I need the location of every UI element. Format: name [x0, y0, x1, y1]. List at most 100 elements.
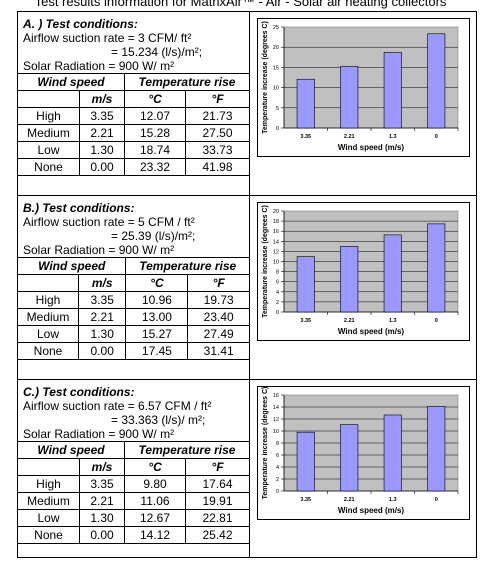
- temp-c-value: 15.27: [125, 325, 189, 343]
- bar: [427, 405, 446, 492]
- table-row: None 0.00 14.12 25.42: [18, 526, 249, 544]
- y-axis-label: Temperature increase (degrees C): [262, 387, 269, 499]
- table-row: Medium 2.21 13.00 23.40: [18, 308, 249, 326]
- table-row: Low 1.30 18.74 33.73: [18, 141, 249, 159]
- empty-cell: [18, 90, 80, 108]
- y-axis-label: Temperature increase (degrees C): [262, 205, 269, 318]
- bar: [383, 51, 402, 129]
- section-row: B.) Test conditions: Airflow suction rate…: [17, 195, 477, 380]
- wind-temperature-table: Wind speed Temperature rise m/s °C °F High 3.3…: [18, 73, 249, 176]
- bar-chart: 0 2 4 6 8 10 12 14 16 18 20 3.35 2.21 1.3 0 Wind speed …: [262, 205, 459, 336]
- x-tick-label: 2.21: [344, 318, 355, 324]
- test-conditions: B.) Test conditions: Airflow suction rate…: [18, 196, 249, 257]
- table-row: High 3.35 9.80 17.64: [18, 475, 249, 493]
- bar: [383, 414, 402, 492]
- table-units-row: m/s °C °F: [18, 90, 249, 108]
- y-tick-label: 0: [276, 489, 279, 495]
- x-tick-label: 3.35: [300, 318, 311, 324]
- table-row: Low 1.30 12.67 22.81: [18, 509, 249, 527]
- chart-cell: 0 2 4 6 8 10 12 14 16 3.35 2.21 1.3 0 Wind speed (m/s…: [249, 379, 477, 558]
- y-tick-label: 8: [276, 441, 279, 447]
- table-header-row: Wind speed Temperature rise: [18, 441, 249, 459]
- section-heading: C.) Test conditions:: [23, 385, 135, 399]
- y-tick-label: 10: [273, 86, 279, 92]
- test-conditions-cell: A. ) Test conditions: Airflow suction rat…: [17, 11, 250, 196]
- y-tick-label: 4: [276, 465, 279, 471]
- bar-chart: 0 5 10 15 20 25 3.35 2.21 1.3 0 Wind speed (m/s) Te…: [262, 21, 459, 152]
- section-heading: B.) Test conditions:: [23, 201, 135, 215]
- wind-speed-value: 2.21: [79, 492, 125, 510]
- y-tick-label: 12: [273, 417, 279, 423]
- y-tick-label: 2: [276, 477, 279, 483]
- wind-speed-value: 0.00: [79, 526, 125, 544]
- wind-speed-value: 2.21: [77, 308, 127, 326]
- wind-temperature-table: Wind speed Temperature rise m/s °C °F High 3.3…: [18, 441, 249, 544]
- wind-level: None: [18, 158, 80, 176]
- unit-fahrenheit: °F: [187, 274, 249, 292]
- chart-cell: 0 2 4 6 8 10 12 14 16 18 20 3.35 2.21 1.3 0 Wind speed …: [249, 195, 477, 380]
- wind-speed-header: Wind speed: [18, 257, 127, 275]
- table-row: High 3.35 12.07 21.73: [18, 107, 249, 125]
- wind-level: None: [18, 526, 80, 544]
- wind-level: None: [18, 342, 79, 360]
- temp-f-value: 25.42: [185, 526, 249, 544]
- y-tick-label: 5: [276, 106, 279, 112]
- chart-frame: 0 2 4 6 8 10 12 14 16 3.35 2.21 1.3 0 Wind speed (m/s…: [257, 386, 470, 520]
- y-axis-label: Temperature increase (degrees C): [262, 21, 269, 134]
- chart-frame: 0 2 4 6 8 10 12 14 16 18 20 3.35 2.21 1.3 0 Wind speed …: [257, 202, 470, 341]
- test-conditions: C.) Test conditions: Airflow suction rate…: [18, 380, 249, 441]
- wind-temperature-table: Wind speed Temperature rise m/s °C °F High 3.3…: [18, 257, 249, 360]
- section-row: C.) Test conditions: Airflow suction rate…: [17, 379, 477, 558]
- temp-f-value: 27.49: [187, 325, 249, 343]
- airflow-line: Airflow suction rate = 6.57 CFM / ft²: [23, 399, 212, 413]
- temp-f-value: 22.81: [185, 509, 249, 527]
- y-tick-label: 0: [276, 126, 279, 132]
- solar-radiation: Solar Radiation = 900 W/ m²: [23, 427, 175, 441]
- airflow-metric-line: = 25.39 (l/s)/m²;: [111, 229, 196, 243]
- temp-c-value: 14.12: [124, 526, 186, 544]
- bar: [296, 78, 315, 129]
- temp-f-value: 41.98: [185, 158, 249, 176]
- x-axis-label: Wind speed (m/s): [338, 506, 404, 515]
- x-axis-label: Wind speed (m/s): [338, 143, 404, 152]
- table-row: Medium 2.21 11.06 19.91: [18, 492, 249, 510]
- wind-speed-header: Wind speed: [18, 441, 125, 459]
- wind-speed-value: 1.30: [79, 509, 125, 527]
- wind-level: Low: [18, 509, 80, 527]
- wind-speed-value: 1.30: [79, 141, 125, 159]
- page-title: Test results information for MatrixAir™ …: [34, 0, 447, 9]
- unit-celsius: °C: [125, 274, 189, 292]
- y-tick-label: 18: [273, 219, 279, 225]
- x-tick-label: 1.3: [389, 318, 397, 324]
- y-tick-label: 14: [273, 405, 279, 411]
- empty-cell: [18, 274, 79, 292]
- bar: [296, 256, 315, 313]
- y-tick-label: 20: [273, 45, 279, 51]
- airflow-line: Airflow suction rate = 3 CFM/ ft²: [23, 31, 192, 45]
- table-row: None 0.00 23.32 41.98: [18, 158, 249, 176]
- wind-speed-value: 3.35: [77, 291, 127, 309]
- table-units-row: m/s °C °F: [18, 274, 249, 292]
- temp-f-value: 23.40: [187, 308, 249, 326]
- y-tick-label: 15: [273, 65, 279, 71]
- unit-fahrenheit: °F: [185, 458, 249, 476]
- y-tick-label: 16: [273, 393, 279, 399]
- wind-level: Low: [18, 325, 79, 343]
- y-tick-label: 6: [276, 453, 279, 459]
- y-tick-label: 12: [273, 249, 279, 255]
- x-tick-label: 0: [435, 497, 438, 503]
- table-row: Medium 2.21 15.28 27.50: [18, 124, 249, 142]
- y-tick-label: 10: [273, 429, 279, 435]
- results-table: A. ) Test conditions: Airflow suction rat…: [17, 11, 477, 558]
- table-row: Low 1.30 15.27 27.49: [18, 325, 249, 343]
- test-conditions: A. ) Test conditions: Airflow suction rat…: [18, 12, 249, 73]
- wind-level: High: [18, 107, 80, 125]
- x-tick-label: 2.21: [344, 134, 355, 140]
- temperature-rise-header: Temperature rise: [125, 257, 249, 275]
- y-tick-label: 20: [273, 209, 279, 215]
- temp-f-value: 17.64: [185, 475, 249, 493]
- wind-speed-value: 0.00: [77, 342, 127, 360]
- temp-c-value: 23.32: [124, 158, 186, 176]
- temperature-rise-header: Temperature rise: [124, 441, 249, 459]
- temp-c-value: 9.80: [124, 475, 186, 493]
